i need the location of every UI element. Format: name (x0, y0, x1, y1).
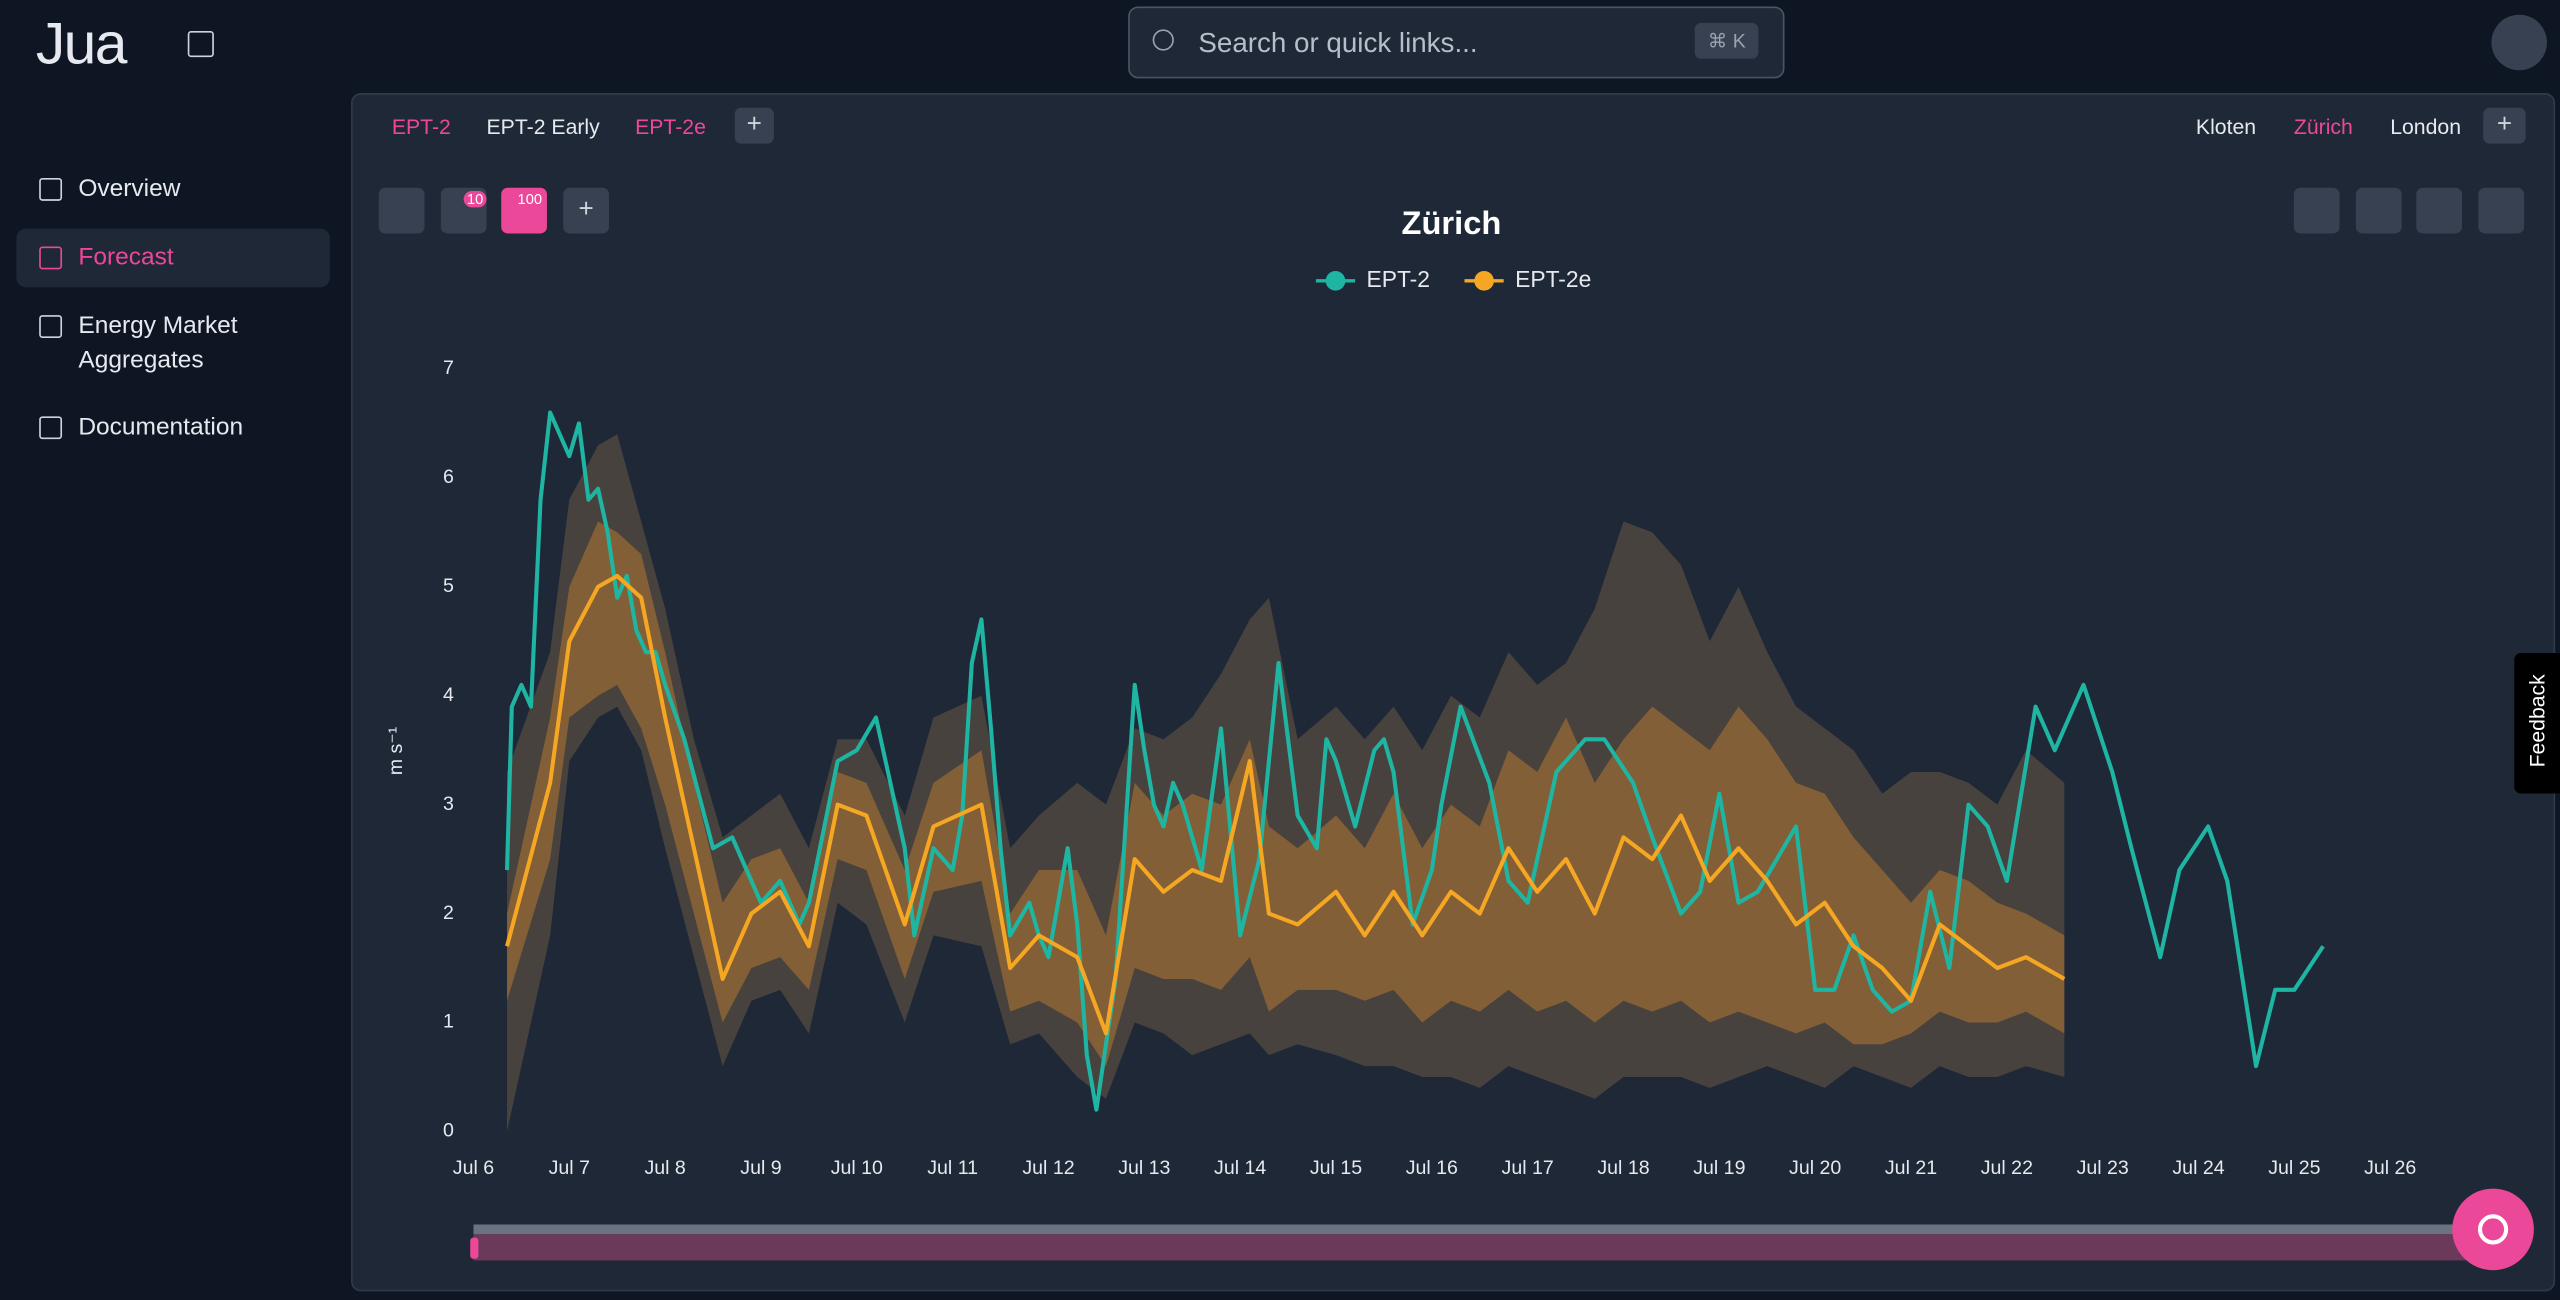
x-tick-label: Jul 24 (2172, 1157, 2224, 1179)
wind-10-button[interactable]: 10 (440, 187, 487, 234)
x-tick-label: Jul 20 (1789, 1157, 1841, 1179)
x-tick-label: Jul 10 (831, 1157, 883, 1179)
wind-100-button[interactable]: 100 (501, 187, 547, 234)
legend-label: EPT-2 (1367, 266, 1430, 292)
settings-button[interactable] (2452, 1188, 2534, 1271)
x-tick-label: Jul 26 (2364, 1157, 2416, 1179)
x-tick-label: Jul 9 (740, 1157, 781, 1179)
x-tick-label: Jul 12 (1022, 1157, 1074, 1179)
x-tick-label: Jul 16 (1406, 1157, 1458, 1179)
x-tick-label: Jul 6 (453, 1157, 494, 1179)
x-tick-label: Jul 13 (1118, 1157, 1170, 1179)
legend-label: EPT-2e (1515, 266, 1591, 292)
location-tab[interactable]: Kloten (2195, 114, 2257, 139)
x-tick-label: Jul 22 (1981, 1157, 2033, 1179)
temperature-button[interactable] (378, 187, 425, 234)
nav-item[interactable]: Overview (16, 160, 329, 219)
search-icon (1152, 29, 1174, 51)
band-inner (507, 521, 2065, 1067)
badge: 10 (463, 191, 487, 208)
badge: 100 (517, 191, 543, 208)
x-tick-label: Jul 21 (1885, 1157, 1937, 1179)
settings-icon (2477, 1214, 2509, 1245)
search-placeholder: Search or quick links... (1198, 27, 1478, 59)
x-tick-label: Jul 8 (644, 1157, 685, 1179)
model-tab[interactable]: EPT-2e (635, 114, 706, 139)
chart-title: Zürich (1402, 204, 1502, 241)
x-tick-label: Jul 7 (549, 1157, 590, 1179)
y-tick-label: 4 (443, 684, 454, 706)
add-location[interactable]: + (2483, 107, 2526, 144)
fit-button[interactable] (2293, 187, 2340, 234)
y-tick-label: 3 (443, 793, 454, 815)
location-tab[interactable]: Zürich (2293, 114, 2353, 139)
sidebar-toggle[interactable] (187, 31, 214, 58)
legend-marker (1474, 271, 1494, 291)
nav-icon (39, 315, 63, 338)
feedback-tab[interactable]: Feedback (2514, 653, 2560, 794)
x-tick-label: Jul 25 (2268, 1157, 2320, 1179)
add-tab[interactable]: + (734, 107, 774, 144)
location-tab[interactable]: London (2390, 114, 2462, 139)
slider-handle[interactable] (470, 1237, 479, 1259)
search-box[interactable]: Search or quick links... ⌘ K (1128, 6, 1785, 79)
x-tick-label: Jul 23 (2077, 1157, 2129, 1179)
nav-item[interactable]: Documentation (16, 398, 329, 457)
slider-range[interactable] (473, 1234, 2469, 1261)
legend-marker (1325, 271, 1346, 291)
x-tick-label: Jul 11 (927, 1157, 978, 1179)
nav-icon (39, 416, 63, 440)
panel (351, 93, 2556, 1292)
shortcut: ⌘ K (1694, 22, 1759, 59)
x-tick-label: Jul 18 (1597, 1157, 1649, 1179)
line (504, 410, 2325, 1112)
y-tick-label: 0 (443, 1120, 454, 1142)
model-tab[interactable]: EPT-2 Early (486, 114, 600, 139)
y-tick-label: 2 (443, 902, 454, 924)
add-variable[interactable]: + (563, 187, 609, 234)
x-tick-label: Jul 15 (1310, 1157, 1362, 1179)
y-tick-label: 6 (443, 466, 454, 488)
avatar[interactable] (2491, 14, 2547, 71)
nav-icon (39, 177, 63, 201)
fullscreen-button[interactable] (2416, 187, 2463, 234)
y-tick-label: 5 (443, 575, 454, 597)
model-tab[interactable]: EPT-2 (391, 114, 451, 139)
nav-icon (39, 246, 63, 270)
download-button[interactable] (2355, 187, 2402, 234)
zoom-button[interactable] (2478, 187, 2525, 234)
y-tick-label: 7 (443, 357, 454, 379)
logo[interactable]: Jua (35, 9, 128, 77)
x-tick-label: Jul 19 (1693, 1157, 1745, 1179)
y-tick-label: 1 (443, 1011, 454, 1033)
x-tick-label: Jul 17 (1502, 1157, 1554, 1179)
nav-item[interactable]: Energy Market Aggregates (16, 297, 329, 388)
line (505, 573, 2066, 1036)
slider-track (473, 1224, 2469, 1235)
x-tick-label: Jul 14 (1214, 1157, 1266, 1179)
nav-item[interactable]: Forecast (16, 228, 330, 288)
y-axis-label: m s⁻¹ (385, 726, 407, 775)
